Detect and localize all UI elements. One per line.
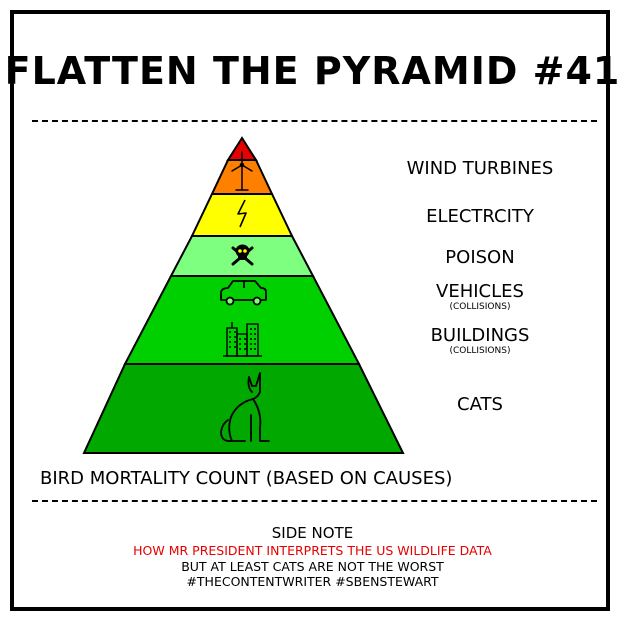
side-note-highlight: HOW MR PRESIDENT INTERPRETS THE US WILDL… — [133, 543, 492, 558]
car-icon — [220, 280, 267, 306]
label-electricity-text: ELECTRCITY — [426, 206, 534, 227]
label-vehicles: VEHICLES (COLLISIONS) — [380, 283, 580, 312]
cat-icon — [220, 372, 270, 442]
label-vehicles-subtext: (COLLISIONS) — [449, 302, 511, 312]
lightning-bolt-icon — [237, 199, 247, 228]
label-buildings: BUILDINGS (COLLISIONS) — [380, 327, 580, 356]
side-note-line: BUT AT LEAST CATS ARE NOT THE WORST — [181, 559, 444, 574]
pyramid-caption: BIRD MORTALITY COUNT (BASED ON CAUSES) — [40, 468, 453, 489]
side-note-heading: SIDE NOTE — [271, 524, 354, 542]
pyramid-layer-poison — [190, 193, 294, 237]
wind-turbine-icon — [231, 151, 253, 191]
buildings-icon — [223, 322, 262, 357]
pyramid-layer-cats — [82, 363, 405, 454]
label-cats-text: CATS — [457, 394, 503, 415]
top-divider — [32, 120, 597, 122]
skull-crossbones-icon — [231, 244, 254, 266]
label-electricity: ELECTRCITY — [380, 208, 580, 226]
label-buildings-subtext: (COLLISIONS) — [449, 346, 511, 356]
side-note-hashtags: #THECONTENTWRITER #SBENSTEWART — [186, 574, 439, 589]
label-cats: CATS — [380, 396, 580, 414]
bottom-divider — [32, 500, 597, 502]
pyramid-layer-buildings — [123, 275, 361, 365]
label-poison-text: POISON — [445, 247, 515, 268]
label-wind-turbines-text: WIND TURBINES — [406, 158, 554, 179]
label-wind-turbines: WIND TURBINES — [380, 160, 580, 178]
label-buildings-text: BUILDINGS — [430, 325, 530, 346]
label-vehicles-text: VEHICLES — [436, 281, 524, 302]
poster-title: FLATTEN THE PYRAMID #41 — [4, 49, 621, 93]
label-poison: POISON — [380, 249, 580, 267]
